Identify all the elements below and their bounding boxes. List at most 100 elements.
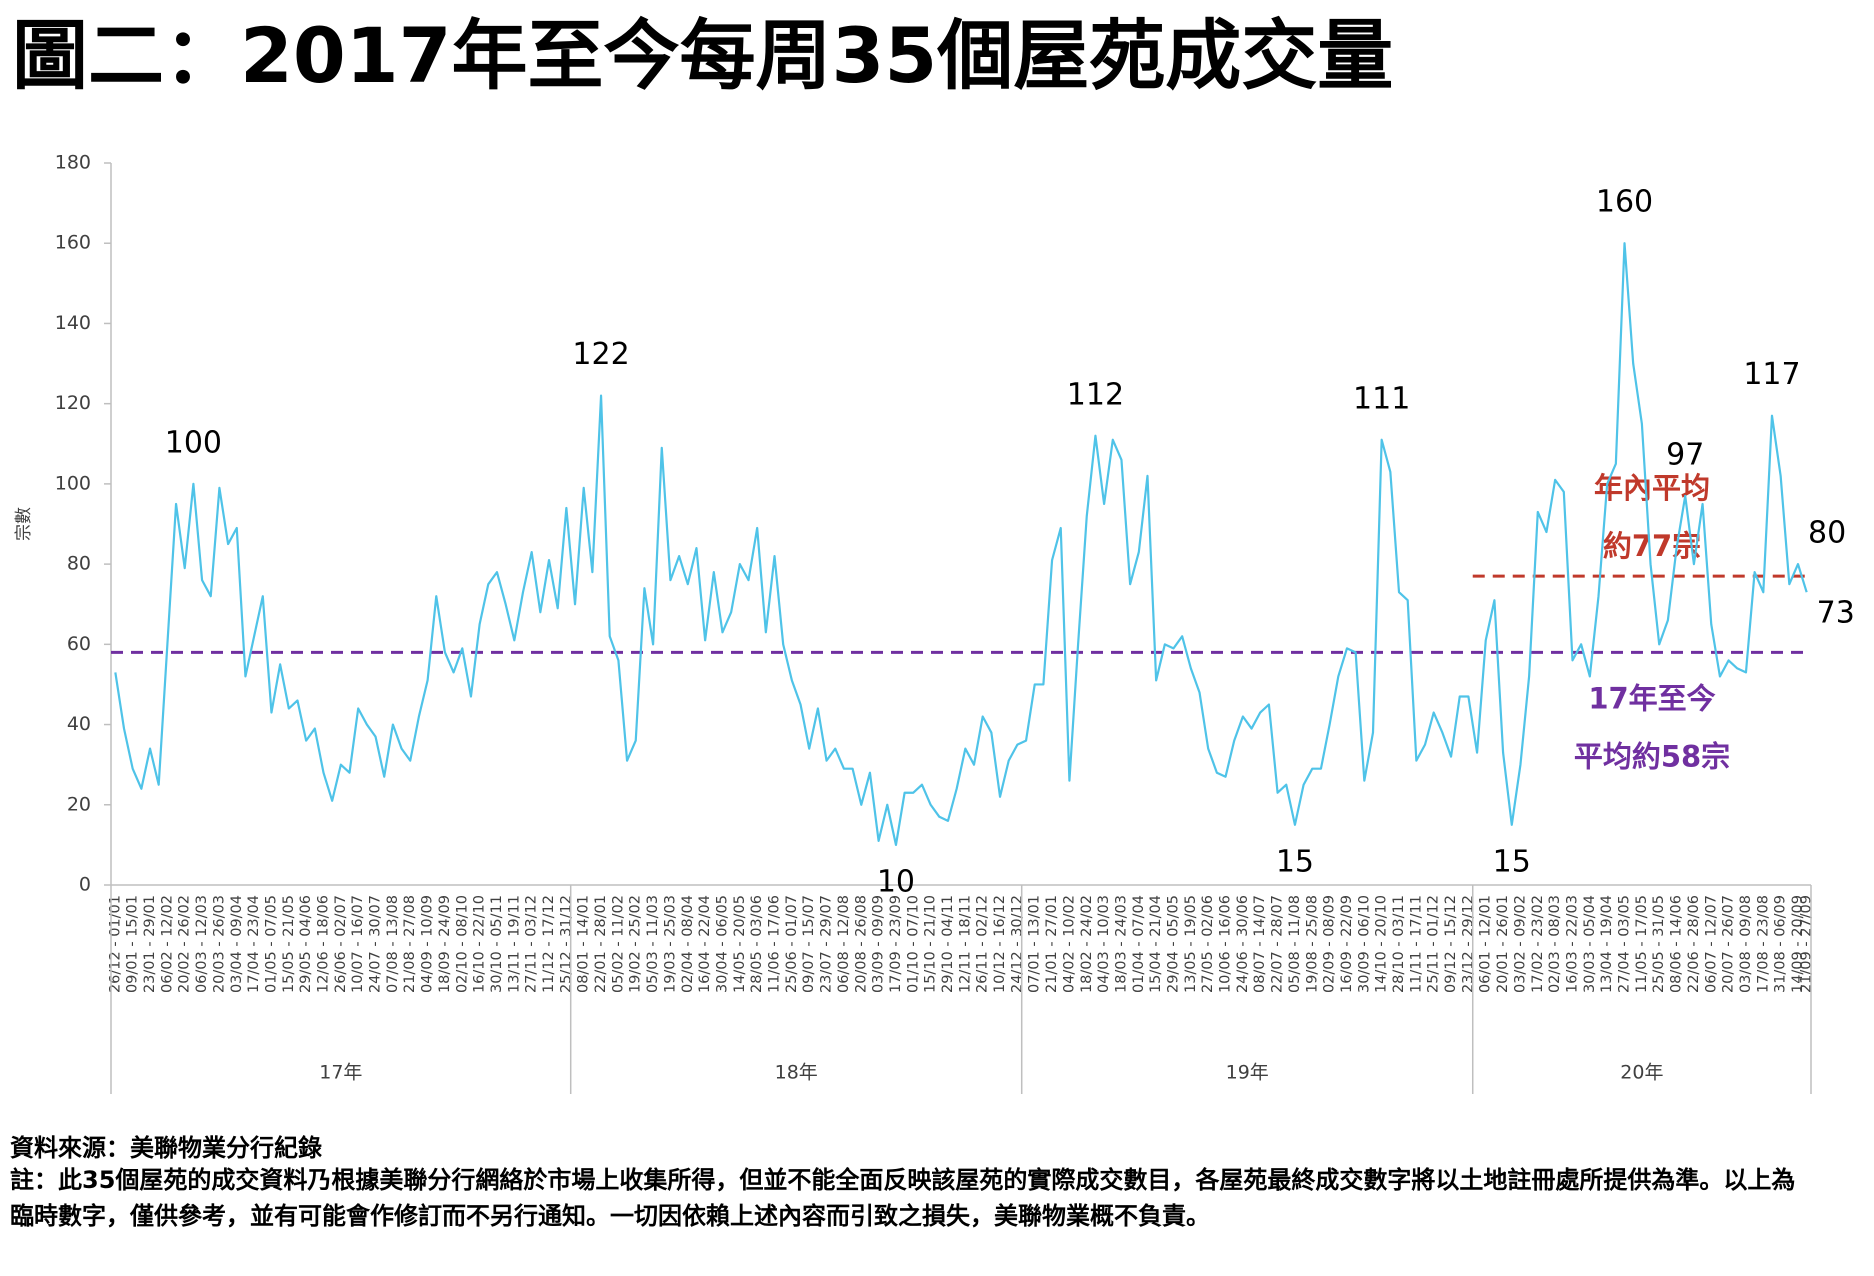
x-tick-label: 04/03 - 10/03 [1096, 895, 1112, 993]
x-tick-label: 15/04 - 21/04 [1148, 895, 1164, 993]
x-tick-label: 30/09 - 06/10 [1356, 895, 1372, 993]
data-label: 117 [1743, 357, 1800, 392]
x-tick-label: 05/02 - 11/02 [610, 895, 626, 993]
data-line [114, 242, 1808, 846]
x-tick-label: 21/08 - 27/08 [402, 895, 418, 993]
group-label: 18年 [775, 1062, 818, 1084]
y-tick-label: 140 [55, 312, 91, 334]
x-tick-label: 10/06 - 16/06 [1218, 895, 1234, 993]
y-tick-label: 0 [79, 874, 91, 896]
y-axis-label: 宗數 [14, 507, 34, 541]
x-tick-label: 06/01 - 12/01 [1478, 895, 1494, 993]
x-tick-label: 08/06 - 14/06 [1669, 895, 1685, 993]
x-tick-label: 02/10 - 08/10 [454, 895, 470, 993]
data-label: 97 [1666, 437, 1704, 472]
x-tick-label: 27/05 - 02/06 [1200, 895, 1216, 993]
x-tick-label: 21/09 - 27/09 [1799, 895, 1815, 993]
x-tick-label: 09/07 - 15/07 [801, 895, 817, 993]
data-label: 10 [877, 864, 915, 899]
x-tick-label: 01/10 - 07/10 [905, 895, 921, 993]
group-label: 19年 [1226, 1062, 1269, 1084]
x-tick-label: 08/07 - 14/07 [1252, 895, 1268, 993]
x-tick-label: 16/03 - 22/03 [1564, 895, 1580, 993]
x-tick-label: 18/03 - 24/03 [1113, 895, 1129, 993]
x-tick-label: 08/01 - 14/01 [576, 895, 592, 993]
x-tick-label: 06/03 - 12/03 [194, 895, 210, 993]
data-label: 15 [1276, 844, 1314, 879]
x-tick-label: 02/03 - 08/03 [1547, 895, 1563, 993]
x-tick-label: 31/08 - 06/09 [1773, 895, 1789, 993]
x-tick-label: 05/08 - 11/08 [1287, 895, 1303, 993]
data-label: 15 [1493, 844, 1531, 879]
y-tick-label: 120 [55, 392, 91, 414]
x-tick-label: 25/06 - 01/07 [784, 895, 800, 993]
x-tick-label: 03/04 - 09/04 [229, 895, 245, 993]
x-tick-label: 24/07 - 30/07 [368, 895, 384, 993]
x-tick-label: 16/04 - 22/04 [697, 895, 713, 993]
x-tick-label: 06/08 - 12/08 [836, 895, 852, 993]
x-tick-label: 06/02 - 12/02 [159, 895, 175, 993]
x-tick-label: 26/11 - 02/12 [975, 895, 991, 993]
x-tick-label: 14/09 - 20/09 [1790, 895, 1806, 993]
y-tick-label: 80 [67, 553, 91, 575]
x-tick-label: 14/05 - 20/05 [732, 895, 748, 993]
y-tick-label: 40 [67, 713, 91, 735]
x-tick-label: 17/04 - 23/04 [246, 895, 262, 993]
x-tick-label: 22/07 - 28/07 [1270, 895, 1286, 993]
data-label: 160 [1596, 185, 1653, 220]
data-label: 73 [1817, 596, 1855, 631]
x-tick-label: 05/03 - 11/03 [645, 895, 661, 993]
reference-label: 平均約58宗 [1574, 739, 1730, 773]
x-tick-label: 12/06 - 18/06 [316, 895, 332, 993]
x-tick-label: 02/09 - 08/09 [1322, 895, 1338, 993]
source-note: 資料來源：美聯物業分行紀錄 [10, 1134, 322, 1162]
group-label: 17年 [319, 1062, 362, 1084]
x-tick-label: 15/05 - 21/05 [281, 895, 297, 993]
data-label: 100 [165, 425, 222, 460]
y-tick-label: 180 [55, 152, 91, 174]
x-tick-label: 03/08 - 09/08 [1738, 895, 1754, 993]
x-tick-label: 04/02 - 10/02 [1061, 895, 1077, 993]
x-tick-label: 10/07 - 16/07 [350, 895, 366, 993]
x-tick-label: 29/05 - 04/06 [298, 895, 314, 993]
y-tick-label: 160 [55, 232, 91, 254]
x-tick-label: 27/04 - 03/05 [1617, 895, 1633, 993]
x-tick-label: 14/10 - 20/10 [1374, 895, 1390, 993]
y-tick-label: 60 [67, 633, 91, 655]
x-tick-label: 04/09 - 10/09 [420, 895, 436, 993]
x-tick-label: 16/10 - 22/10 [472, 895, 488, 993]
x-tick-label: 11/11 - 17/11 [1408, 895, 1424, 993]
y-tick-label: 100 [55, 472, 91, 494]
x-tick-label: 17/02 - 23/02 [1530, 895, 1546, 993]
x-tick-label: 02/04 - 08/04 [680, 895, 696, 993]
x-tick-label: 13/11 - 19/11 [506, 895, 522, 993]
reference-label: 17年至今 [1588, 681, 1715, 715]
x-tick-label: 07/08 - 13/08 [385, 895, 401, 993]
x-tick-label: 20/07 - 26/07 [1721, 895, 1737, 993]
data-label: 112 [1067, 377, 1124, 412]
reference-label: 年內平均 [1594, 471, 1710, 505]
reference-label: 約77宗 [1603, 529, 1701, 563]
x-tick-label: 21/01 - 27/01 [1044, 895, 1060, 993]
data-label: 80 [1808, 516, 1846, 551]
x-tick-label: 13/05 - 19/05 [1183, 895, 1199, 993]
x-tick-label: 28/10 - 03/11 [1391, 895, 1407, 993]
x-tick-label: 24/12 - 30/12 [1009, 895, 1025, 993]
x-tick-label: 29/04 - 05/05 [1166, 895, 1182, 993]
x-tick-label: 25/12 - 31/12 [558, 895, 574, 993]
x-tick-label: 18/09 - 24/09 [437, 895, 453, 993]
disclaimer: 註：此35個屋苑的成交資料乃根據美聯分行網絡於市場上收集所得，但並不能全面反映該… [10, 1166, 1796, 1230]
group-label: 20年 [1620, 1062, 1663, 1084]
x-tick-label: 18/02 - 24/02 [1079, 895, 1095, 993]
x-tick-label: 07/01 - 13/01 [1027, 895, 1043, 993]
data-label: 122 [572, 337, 629, 372]
x-tick-label: 01/04 - 07/04 [1131, 895, 1147, 993]
y-tick-label: 20 [67, 793, 91, 815]
x-tick-label: 11/06 - 17/06 [767, 895, 783, 993]
x-tick-label: 12/11 - 18/11 [957, 895, 973, 993]
x-tick-label: 20/08 - 26/08 [853, 895, 869, 993]
x-tick-label: 24/06 - 30/06 [1235, 895, 1251, 993]
x-tick-label: 11/05 - 17/05 [1634, 895, 1650, 993]
